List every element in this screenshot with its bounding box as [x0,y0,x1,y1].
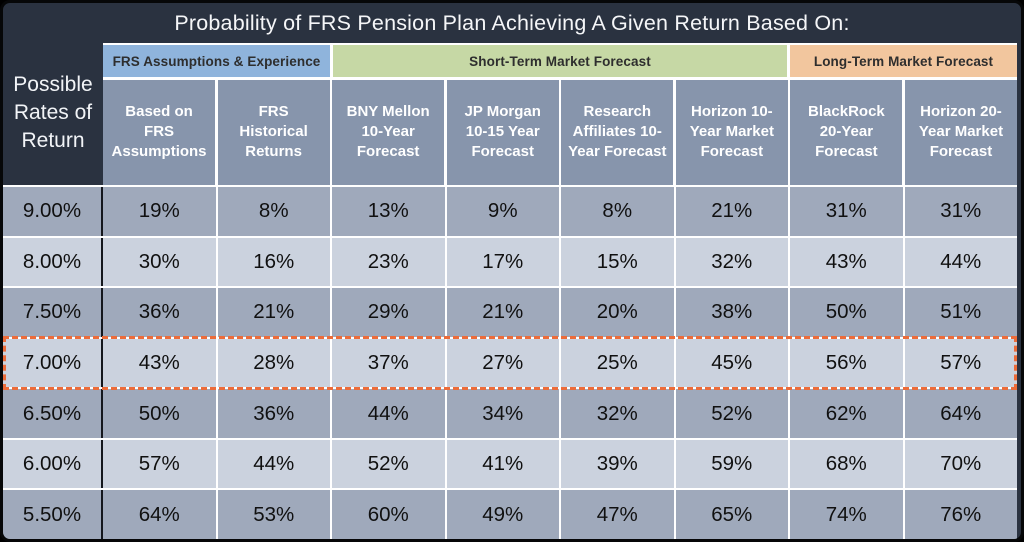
table-row: 9.00% 19% 8% 13% 9% 8% 21% 31% 31% [3,185,1017,236]
table-cell: 21% [673,187,788,236]
table-row: 6.00% 57% 44% 52% 41% 39% 59% 68% 70% [3,437,1017,489]
column-groups: FRS Assumptions & Experience Short-Term M… [103,45,1017,77]
table-cell: 15% [559,237,674,287]
table-cell: 31% [902,187,1017,236]
table-cell: 41% [444,439,559,489]
table-cell: 34% [444,389,559,438]
table-cell: 64% [103,490,216,539]
table-cell: 36% [215,389,330,438]
column-group: FRS Assumptions & Experience [103,45,330,77]
row-label: 8.00% [3,237,103,287]
table-cell: 39% [559,439,674,489]
table-cell: 16% [215,237,330,287]
table-cell: 44% [330,389,445,438]
table-cell: 21% [444,288,559,337]
table-cell-highlighted: 52% [330,439,445,489]
table-cell: 45% [673,338,788,388]
table-cell-highlighted: 50% [103,389,216,438]
table-cell-highlighted: 47% [559,490,674,539]
row-label: 9.00% [3,187,103,236]
table-cell: 70% [902,439,1017,489]
table-cell: 30% [103,237,216,287]
table-cell-highlighted: 50% [788,288,903,337]
table-cell: 9% [444,187,559,236]
table-row: 5.50% 64% 53% 60% 49% 47% 65% 74% 76% [3,488,1017,539]
table-cell: 68% [788,439,903,489]
table-cell: 76% [902,490,1017,539]
table-cell: 74% [788,490,903,539]
row-label: 5.50% [3,490,103,539]
column-header: Research Affiliates 10-Year Forecast [561,79,674,185]
table-cell: 21% [215,288,330,337]
row-label: 7.00% [3,338,103,388]
row-axis-header: Possible Rates of Return [13,73,93,152]
table-row: 8.00% 30% 16% 23% 17% 15% 32% 43% 44% [3,235,1017,287]
table-cell: 23% [330,237,445,287]
column-group: Short-Term Market Forecast [333,45,787,77]
row-label: 6.00% [3,439,103,489]
table-cell: 32% [673,237,788,287]
table-cell: 59% [673,439,788,489]
column-header: BlackRock 20-Year Forecast [790,79,903,185]
table-cell: 62% [788,389,903,438]
table-row: 6.50% 50% 36% 44% 34% 32% 52% 62% 64% [3,387,1017,438]
row-label: 7.50% [3,288,103,337]
table-cell: 19% [103,187,216,236]
table-cell: 32% [559,389,674,438]
table-rows: 9.00% 19% 8% 13% 9% 8% 21% 31% 31% 8.00% 30% 16% 23%… [3,185,1021,539]
table-cell: 43% [788,237,903,287]
table-header: Possible Rates of Return FRS Assumptions… [3,43,1021,185]
table-cell: 56% [788,338,903,388]
column-header: BNY Mellon 10-Year Forecast [332,79,445,185]
column-header: Horizon 20-Year Market Forecast [904,79,1017,185]
column-header: Based on FRS Assumptions [103,79,216,185]
table-cell: 37% [330,338,445,388]
table-cell: 13% [330,187,445,236]
table-cell: 27% [444,338,559,388]
table-cell: 44% [215,439,330,489]
table-cell: 29% [330,288,445,337]
table-cell: 44% [902,237,1017,287]
table-cell: 65% [673,490,788,539]
table-cell: 8% [559,187,674,236]
column-group: Long-Term Market Forecast [790,45,1017,77]
row-label: 6.50% [3,389,103,438]
column-header-area: FRS Assumptions & Experience Short-Term M… [103,43,1017,185]
table-cell: 8% [215,187,330,236]
table-cell: 60% [330,490,445,539]
table-cell: 43% [103,338,216,388]
table-cell: 17% [444,237,559,287]
table-cell: 57% [103,439,216,489]
table-cell-highlighted: 49% [444,490,559,539]
column-header: FRS Historical Returns [217,79,330,185]
table-cell: 25% [559,338,674,388]
table-cell: 64% [902,389,1017,438]
table-cell: 36% [103,288,216,337]
column-header: Horizon 10-Year Market Forecast [675,79,788,185]
table-cell: 57% [902,338,1017,388]
table-cell-highlighted: 51% [902,288,1017,337]
table-row: 7.00% 43% 28% 37% 27% 25% 45% 56% 57% [3,336,1017,390]
column-headers: Based on FRS Assumptions FRS Historical R… [103,79,1017,185]
table-cell: 38% [673,288,788,337]
table-cell-highlighted: 52% [673,389,788,438]
table-cell: 31% [788,187,903,236]
table-cell: 20% [559,288,674,337]
table-row: 7.50% 36% 21% 29% 21% 20% 38% 50% 51% [3,286,1017,337]
table-title: Probability of FRS Pension Plan Achievin… [174,10,850,35]
column-header: JP Morgan 10-15 Year Forecast [446,79,559,185]
table-cell-highlighted: 53% [215,490,330,539]
table-cell: 28% [215,338,330,388]
